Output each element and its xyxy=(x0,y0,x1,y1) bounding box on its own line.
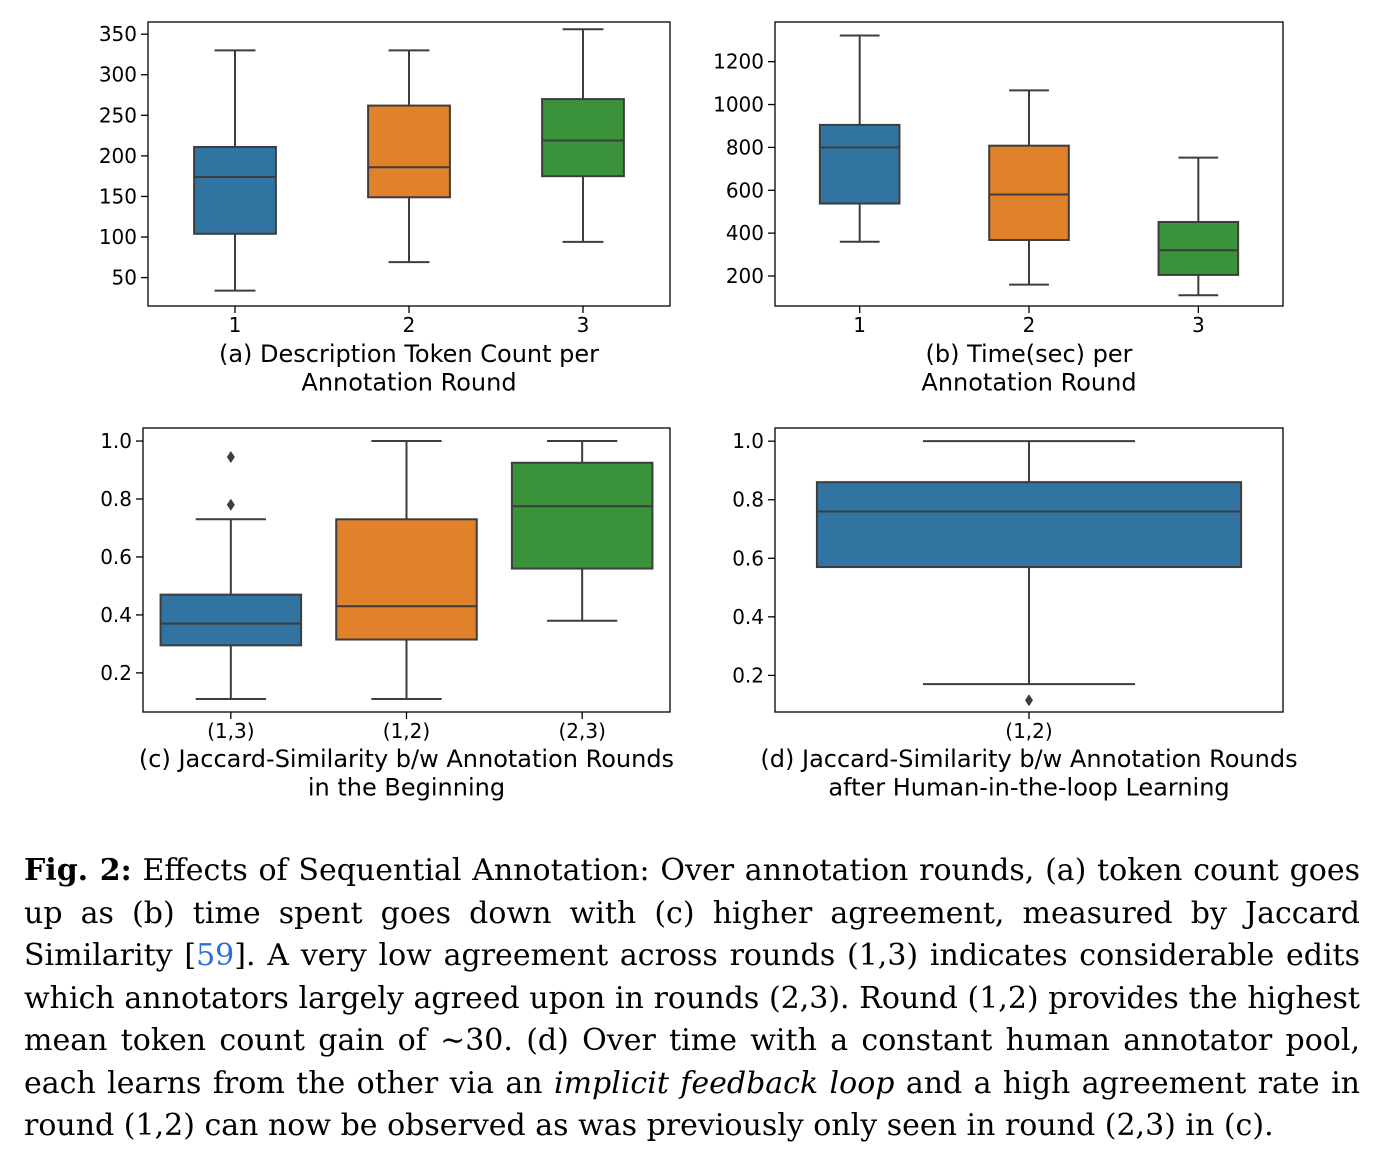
caption-emphasis: implicit feedback loop xyxy=(554,1065,895,1101)
figure-panels: 50 100 150 200 250 300 350 1 2 3 (a) Description T… xyxy=(99,21,1298,802)
y-tick-label: 300 xyxy=(99,63,137,87)
x-tick-label: 1 xyxy=(229,313,242,337)
panel-title-line: Annotation Round xyxy=(301,369,516,397)
x-tick-label: 3 xyxy=(577,313,590,337)
iqr-box xyxy=(818,123,901,205)
y-tick-label: 250 xyxy=(99,103,137,127)
x-tick-label: 3 xyxy=(1192,313,1205,337)
chart-panel-b: 200 400 600 800 1000 1200 1 2 3 (b) Time(sec) per… xyxy=(713,21,1284,397)
panel-title-line: Annotation Round xyxy=(921,369,1136,397)
y-tick-label: 0.4 xyxy=(100,603,132,627)
x-tick-label: 1 xyxy=(853,313,866,337)
y-tick-label: 0.2 xyxy=(100,661,132,685)
figure-caption: Fig. 2: Effects of Sequential Annotation… xyxy=(24,850,1360,1148)
caption-text-2: ]. A very low agreement across rounds (1… xyxy=(24,938,1360,1101)
box-b-1 xyxy=(818,34,901,243)
box-b-3 xyxy=(1157,156,1240,297)
panel-title-line: (a) Description Token Count per xyxy=(219,340,599,368)
y-tick-label: 0.2 xyxy=(732,663,764,687)
chart-panel-d: 0.2 0.4 0.6 0.8 1.0 (1,2)(d) Jaccard-Similari… xyxy=(732,427,1298,802)
y-tick-label: 100 xyxy=(99,225,137,249)
panel-title-line: (b) Time(sec) per xyxy=(925,340,1132,368)
y-tick-label: 50 xyxy=(112,266,137,290)
panel-title-line: after Human-in-the-loop Learning xyxy=(828,774,1229,802)
y-tick-label: 200 xyxy=(99,144,137,168)
iqr-box xyxy=(335,518,478,641)
figure-label: Fig. 2: xyxy=(24,853,132,888)
y-tick-label: 0.8 xyxy=(732,488,764,512)
box-d-1 xyxy=(815,440,1243,707)
chart-panel-c: 0.2 0.4 0.6 0.8 1.0 (1,3) (1,2) (2,3)(c) Jaccar… xyxy=(100,427,674,802)
box-a-1 xyxy=(193,49,277,292)
iqr-box xyxy=(159,593,303,647)
y-tick-label: 150 xyxy=(99,184,137,208)
iqr-box xyxy=(367,104,451,199)
x-tick-label: (1,3) xyxy=(207,719,254,743)
caption-text-3: and a high agreement rate in round (1,2)… xyxy=(24,1065,1360,1144)
box-a-3 xyxy=(541,28,625,243)
outlier-point xyxy=(226,498,235,511)
x-tick-label: 2 xyxy=(403,313,416,337)
x-tick-label: (1,2) xyxy=(1005,719,1052,743)
x-tick-label: (1,2) xyxy=(383,719,430,743)
x-tick-label: (2,3) xyxy=(558,719,605,743)
panel-title-line: (d) Jaccard-Similarity b/w Annotation Ro… xyxy=(760,745,1297,773)
box-b-2 xyxy=(988,89,1070,286)
outlier-point xyxy=(226,450,235,463)
iqr-box xyxy=(541,98,625,178)
y-tick-label: 800 xyxy=(726,135,764,159)
iqr-box xyxy=(1157,220,1240,276)
y-tick-label: 600 xyxy=(726,178,764,202)
panel-title-line: (c) Jaccard-Similarity b/w Annotation Ro… xyxy=(139,745,674,773)
iqr-box xyxy=(815,481,1243,569)
y-tick-label: 0.6 xyxy=(100,545,132,569)
box-c-3 xyxy=(510,440,654,622)
chart-panel-a: 50 100 150 200 250 300 350 1 2 3 (a) Description T… xyxy=(99,21,671,397)
y-tick-label: 350 xyxy=(99,22,137,46)
iqr-box xyxy=(988,144,1070,241)
y-tick-label: 200 xyxy=(726,264,764,288)
y-tick-label: 1000 xyxy=(713,93,764,117)
y-tick-label: 0.4 xyxy=(732,605,764,629)
box-c-1 xyxy=(159,450,303,700)
y-tick-label: 0.8 xyxy=(100,487,132,511)
x-tick-label: 2 xyxy=(1023,313,1036,337)
box-a-2 xyxy=(367,49,451,264)
y-tick-label: 1.0 xyxy=(732,429,764,453)
iqr-box xyxy=(193,145,277,235)
y-tick-label: 1200 xyxy=(713,50,764,74)
y-tick-label: 400 xyxy=(726,221,764,245)
iqr-box xyxy=(510,461,654,570)
citation-link[interactable]: 59 xyxy=(196,938,235,973)
outlier-point xyxy=(1025,694,1033,707)
box-c-2 xyxy=(335,440,478,700)
panel-title-line: in the Beginning xyxy=(308,774,505,802)
caption-text-1: Effects of Sequential Annotation: Over a… xyxy=(24,853,1360,973)
y-tick-label: 1.0 xyxy=(100,429,132,453)
y-tick-label: 0.6 xyxy=(732,546,764,570)
